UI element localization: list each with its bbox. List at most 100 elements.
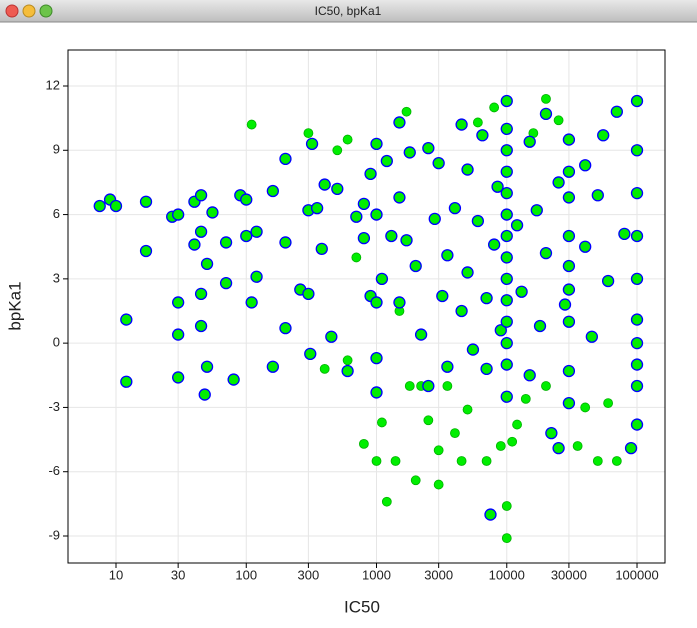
point (461, 266, 474, 279)
point (487, 238, 501, 251)
point (422, 379, 435, 393)
point (198, 388, 211, 401)
point (610, 105, 623, 118)
minimize-button[interactable] (22, 4, 36, 18)
point (500, 229, 513, 243)
point (332, 145, 343, 156)
point (370, 351, 383, 365)
point (351, 252, 362, 263)
zoom-button[interactable] (39, 4, 53, 18)
point (250, 270, 263, 283)
point (500, 94, 513, 108)
y-tick-label: 9 (53, 142, 60, 157)
point (342, 134, 353, 145)
x-tick-label: 100000 (615, 567, 658, 582)
point (523, 369, 536, 382)
x-tick-label: 10000 (489, 567, 525, 582)
point (630, 272, 644, 286)
point (456, 456, 467, 466)
point (455, 118, 468, 131)
point (500, 390, 513, 403)
point (500, 315, 513, 328)
y-tick-label: -3 (48, 399, 60, 414)
window-title: IC50, bpKa1 (315, 4, 382, 18)
point (500, 186, 513, 200)
point (331, 182, 344, 196)
point (364, 167, 377, 181)
point (188, 238, 201, 251)
point (266, 184, 279, 198)
point (357, 231, 371, 245)
point (630, 313, 644, 326)
point (358, 438, 369, 449)
point (562, 259, 576, 273)
y-tick-label: 0 (53, 335, 60, 350)
y-tick-label: 3 (53, 270, 60, 285)
plot-frame (67, 49, 666, 564)
point (500, 208, 513, 221)
point (562, 133, 576, 146)
point (423, 415, 434, 426)
point (381, 496, 392, 507)
point (400, 234, 413, 247)
point (500, 165, 513, 178)
point (562, 191, 576, 204)
point (539, 107, 553, 121)
point (562, 165, 576, 178)
point (240, 229, 253, 243)
point (200, 360, 214, 373)
point (500, 294, 513, 307)
y-axis-label: bpKa1 (5, 281, 24, 330)
point (500, 272, 513, 286)
point (476, 129, 489, 142)
x-tick-label: 100 (235, 567, 257, 582)
point (139, 244, 153, 258)
point (541, 93, 551, 104)
close-button[interactable] (5, 4, 19, 18)
point (472, 117, 483, 128)
point (501, 533, 512, 544)
point (375, 272, 389, 286)
point (432, 156, 445, 170)
point (553, 115, 564, 126)
point (393, 116, 406, 129)
point (350, 210, 363, 223)
point (630, 229, 644, 243)
plot-area (68, 50, 665, 563)
point (385, 229, 398, 243)
point (305, 137, 319, 151)
point (380, 154, 393, 168)
point (279, 321, 292, 335)
point (515, 285, 528, 298)
point (491, 180, 504, 193)
point (93, 199, 106, 213)
point (401, 106, 412, 117)
point (370, 137, 383, 151)
point (390, 456, 401, 466)
point (601, 274, 615, 288)
point (172, 296, 185, 309)
point (507, 436, 518, 447)
point (500, 122, 513, 136)
point (357, 197, 371, 211)
point (579, 159, 592, 172)
point (139, 195, 153, 208)
point (318, 178, 331, 191)
point (630, 379, 644, 393)
point (630, 186, 644, 200)
point (245, 296, 258, 309)
point (450, 428, 460, 439)
point (442, 381, 453, 391)
point (194, 287, 208, 301)
point (120, 313, 133, 326)
point (371, 456, 382, 466)
point (370, 296, 383, 309)
point (194, 319, 208, 333)
point (494, 324, 507, 337)
point (500, 336, 513, 350)
point (462, 404, 473, 415)
point (266, 360, 279, 373)
point (562, 396, 576, 410)
point (500, 358, 513, 371)
